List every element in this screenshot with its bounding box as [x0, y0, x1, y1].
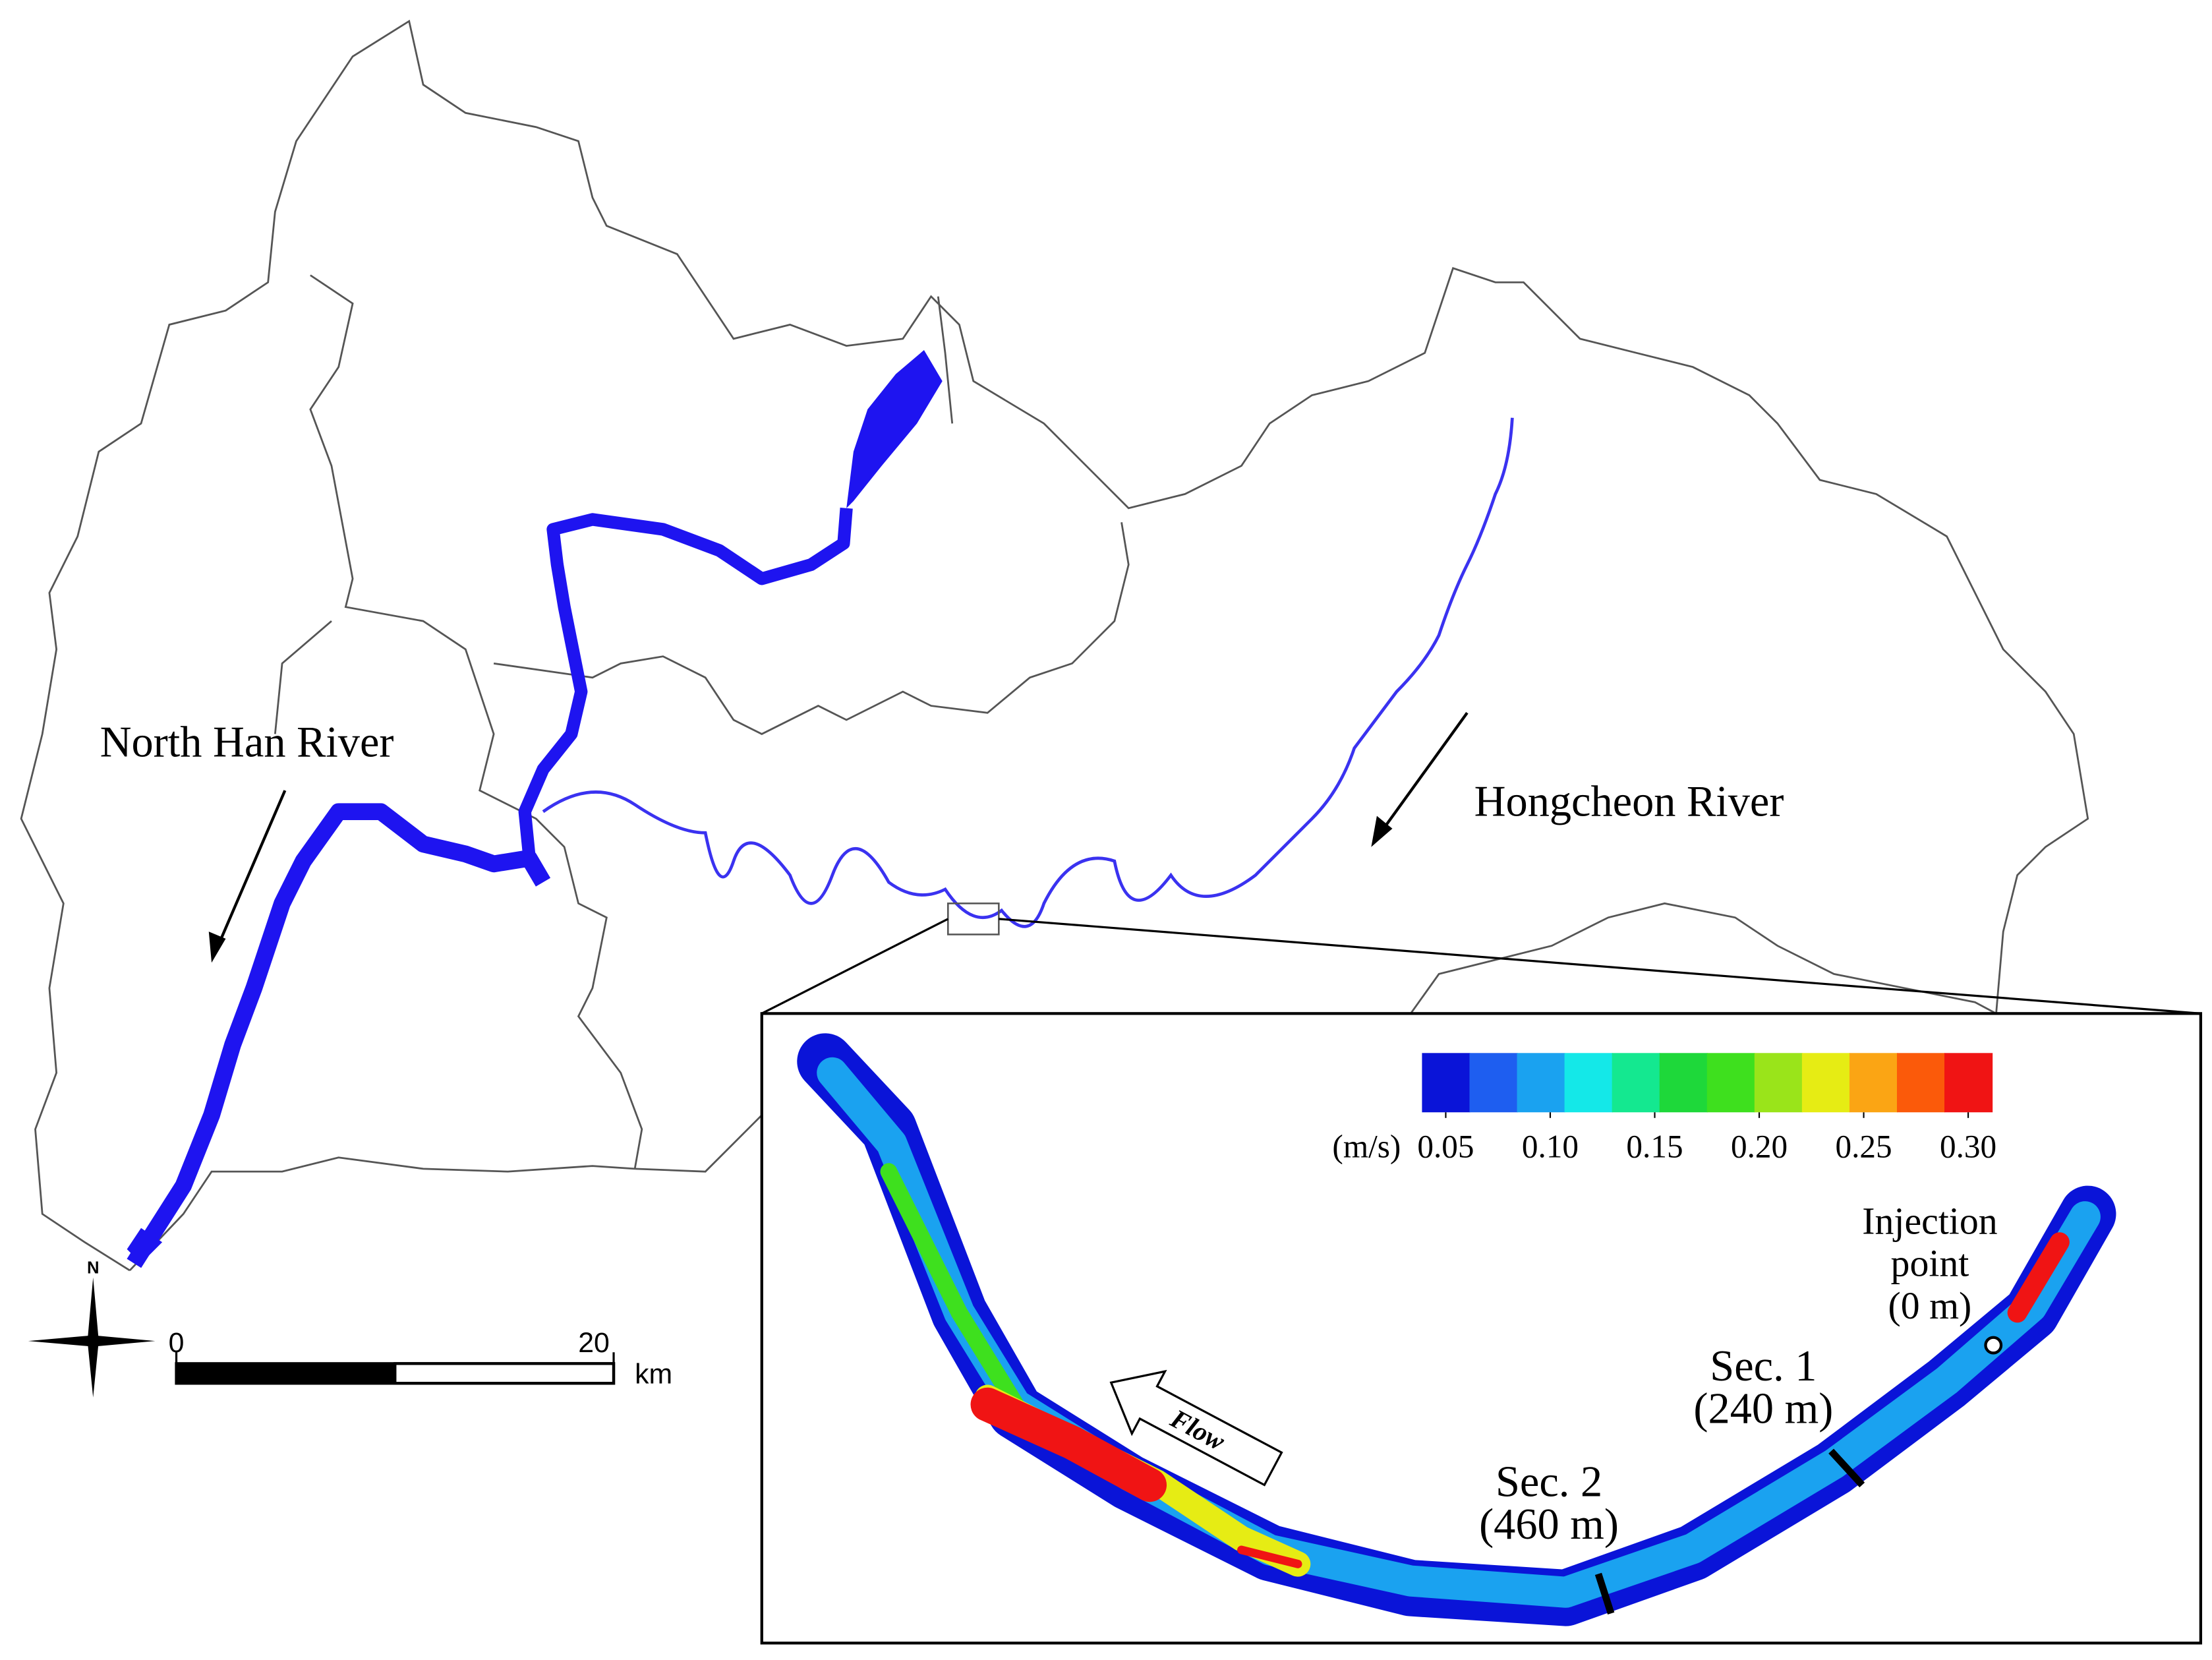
legend-tick-label: 0.30: [1940, 1129, 1996, 1165]
river-label: Hongcheon River: [1474, 778, 1784, 826]
legend-tick-label: 0.15: [1626, 1129, 1683, 1165]
hongcheon-river: [542, 417, 1514, 928]
rivers: [127, 350, 1514, 1268]
legend-swatch: [1849, 1053, 1898, 1113]
arrow-head: [208, 932, 226, 963]
annotation: Injection: [1862, 1200, 1997, 1242]
legend-swatch: [1659, 1053, 1708, 1113]
zoom-line: [761, 918, 949, 1015]
annotation: Sec. 1: [1710, 1342, 1817, 1390]
section-line: [1594, 1572, 1615, 1615]
scale-tick-label: 20: [578, 1327, 610, 1359]
section-line: [1828, 1448, 1865, 1488]
arrow-head: [1371, 815, 1393, 847]
flow-arrow: Flow: [1109, 1369, 1283, 1487]
legend-tick-label: 0.10: [1522, 1129, 1579, 1165]
scale-unit: km: [635, 1358, 672, 1390]
legend-swatch: [1469, 1053, 1518, 1113]
legend-tick-label: 0.25: [1835, 1129, 1892, 1165]
arrow: [1374, 712, 1469, 841]
legend-tick-label: 0.20: [1731, 1129, 1788, 1165]
annotation: point: [1891, 1243, 1969, 1285]
river-label: North Han River: [100, 719, 394, 767]
north-han-upper: [518, 508, 853, 855]
scale-bar-outline: [175, 1362, 616, 1385]
legend-swatch: [1422, 1053, 1470, 1113]
legend-swatch: [1706, 1053, 1755, 1113]
legend-swatch: [1612, 1053, 1660, 1113]
legend-swatch: [1754, 1053, 1803, 1113]
arrow: [213, 790, 287, 955]
annotation: (460 m): [1479, 1500, 1619, 1549]
velocity-field: [797, 1033, 2116, 1626]
scale-bar: 0 20 km: [169, 1327, 673, 1390]
reservoir: [846, 350, 943, 508]
legend-swatch: [1896, 1053, 1946, 1113]
scale-bar-empty: [393, 1362, 616, 1385]
annotation: (240 m): [1693, 1384, 1833, 1433]
color-legend: (m/s) 0.05 0.10 0.15 0.20 0.25 0.30: [1332, 1053, 1996, 1165]
legend-swatch: [1944, 1053, 1993, 1113]
injection-point: [1984, 1336, 2003, 1355]
scale-tick-label: 0: [169, 1327, 185, 1359]
scale-bar-fill: [176, 1363, 395, 1384]
annotation: (0 m): [1888, 1285, 1972, 1327]
north-han-river: [127, 803, 551, 1268]
legend-swatch: [1564, 1053, 1613, 1113]
legend-unit: (m/s): [1332, 1129, 1401, 1165]
inset-frame: [760, 1012, 2203, 1645]
north-arrow: N: [28, 1259, 156, 1398]
legend-tick-label: 0.05: [1417, 1129, 1474, 1165]
river-mouth: [127, 1228, 163, 1264]
zoom-line: [999, 918, 2201, 1015]
legend-swatch: [1801, 1053, 1851, 1113]
annotation: Sec. 2: [1496, 1458, 1602, 1506]
north-label: N: [87, 1259, 100, 1277]
legend-swatch: [1517, 1053, 1565, 1113]
